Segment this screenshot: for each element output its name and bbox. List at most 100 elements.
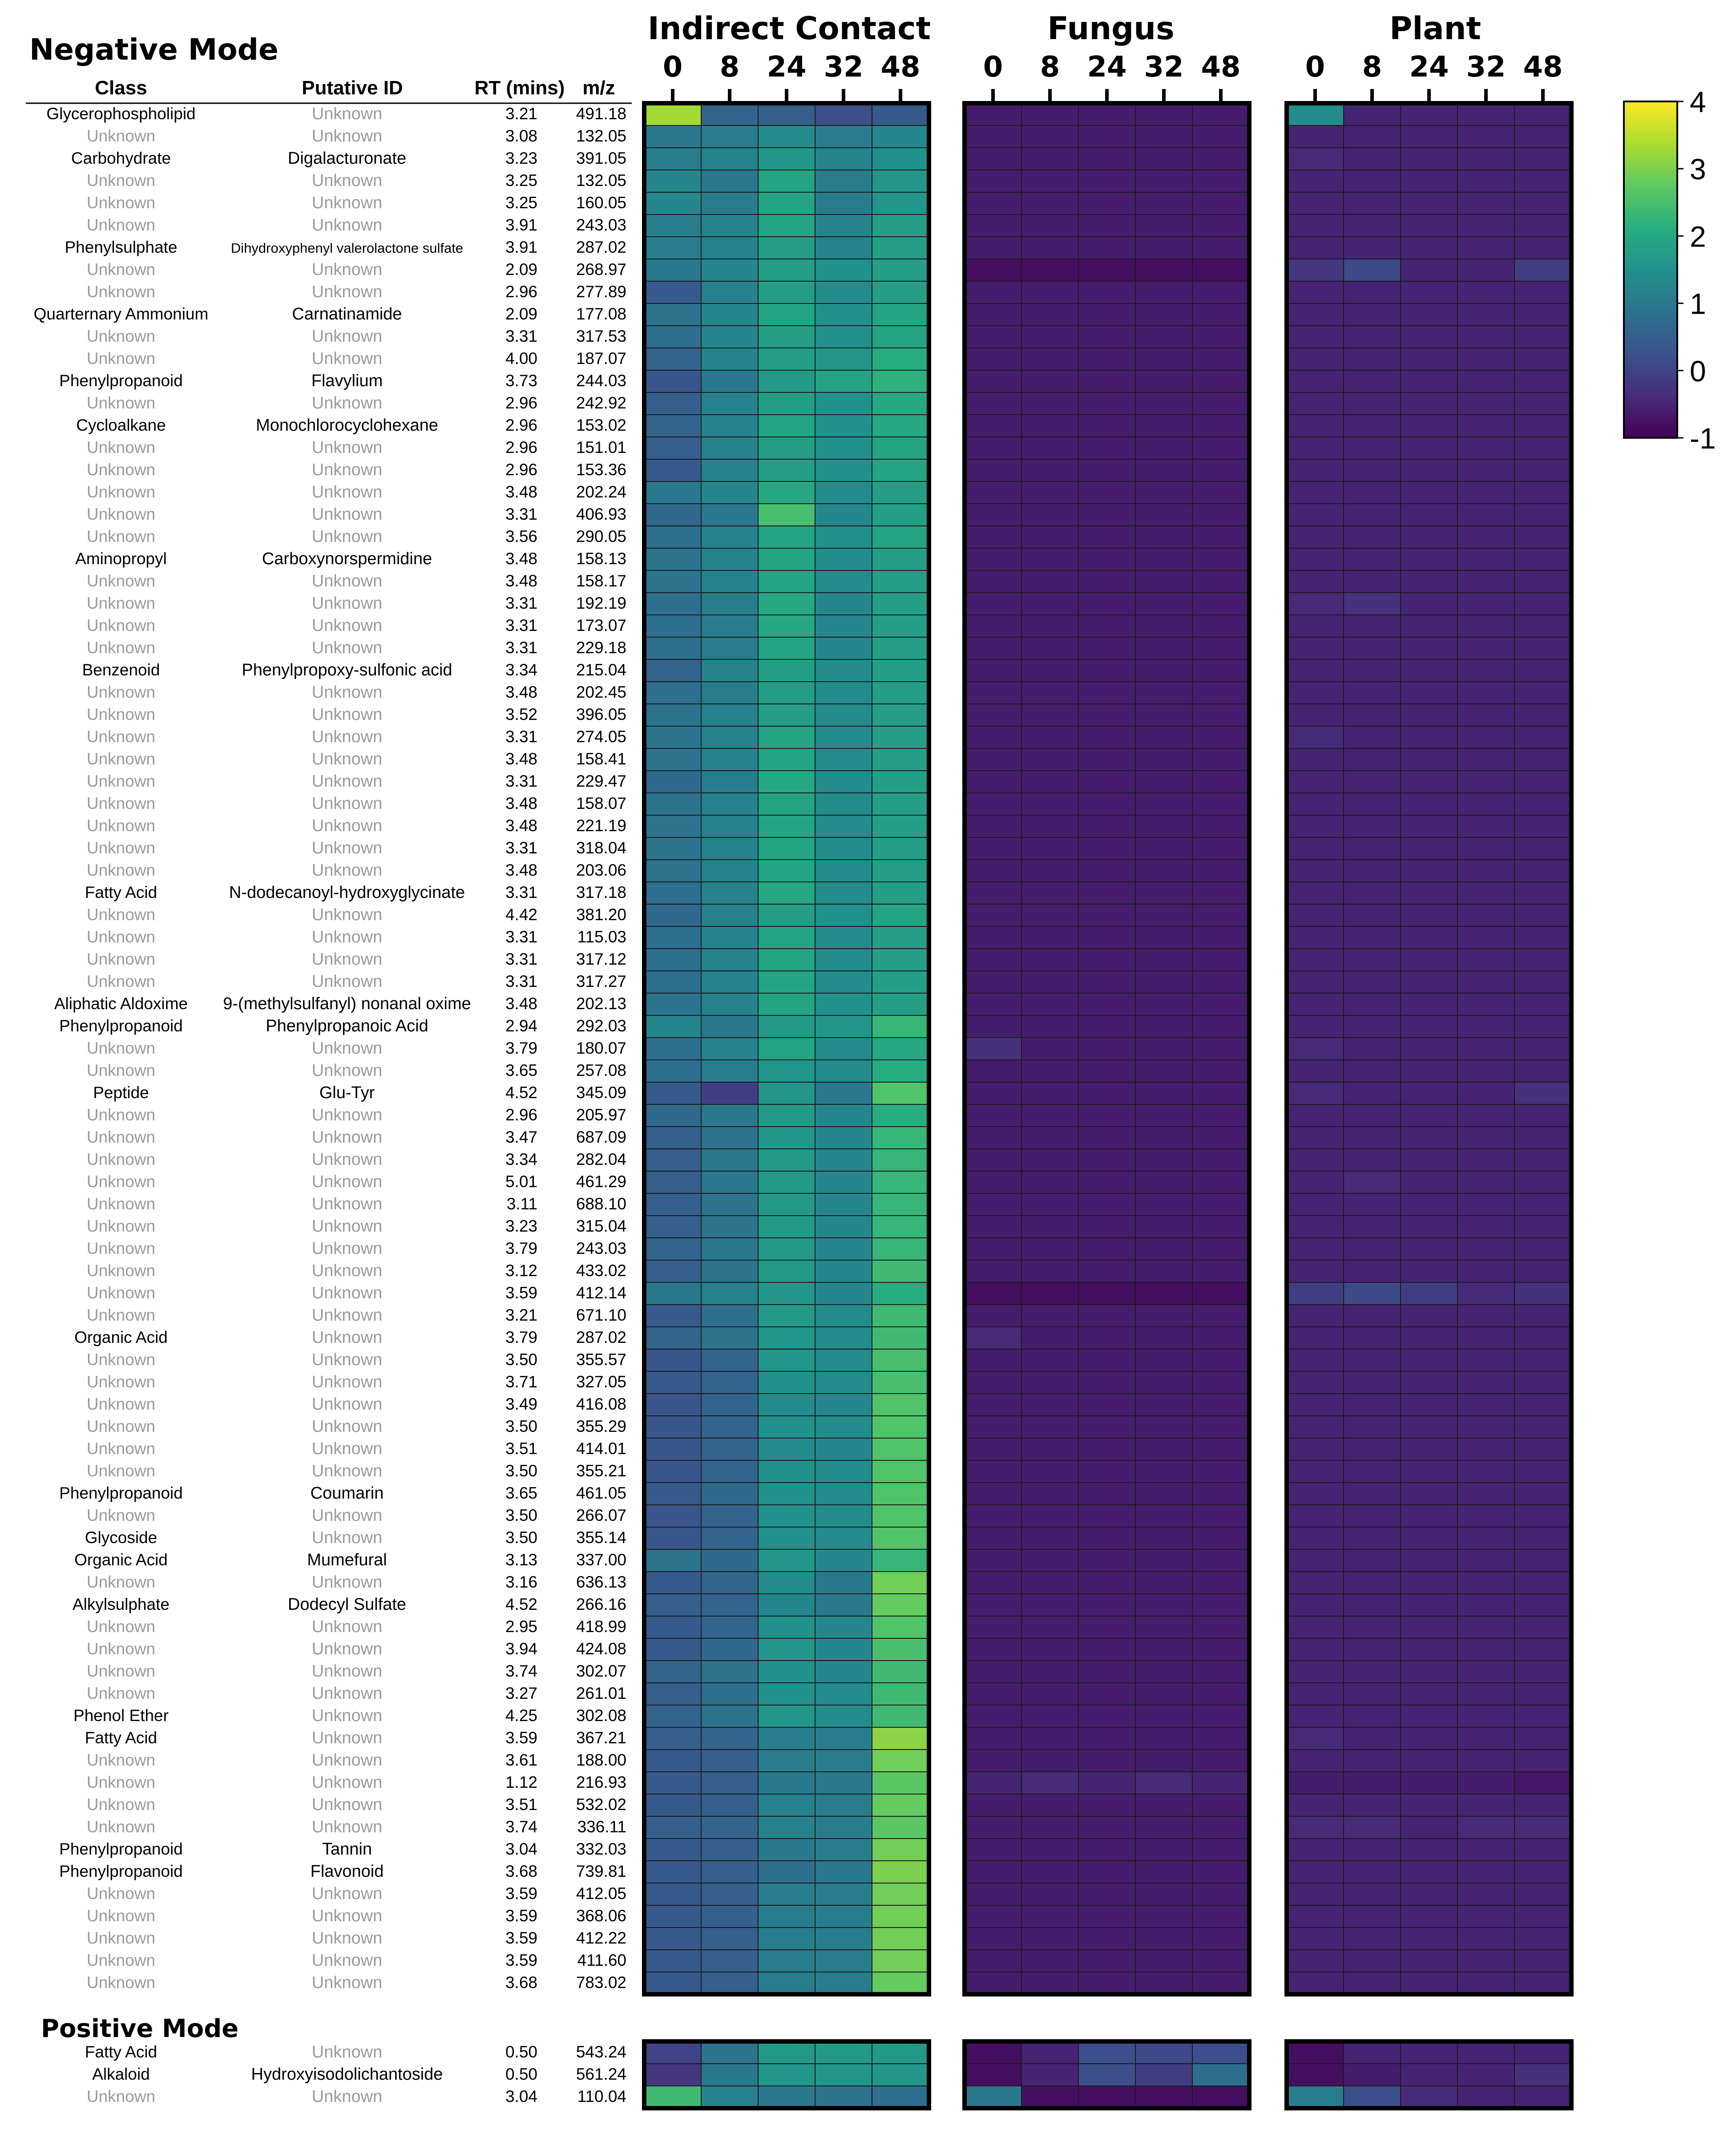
negative-cell-indirect-contact	[701, 370, 759, 393]
negative-cell-indirect-contact	[815, 637, 872, 660]
negative-row-class: Unknown	[87, 216, 155, 234]
negative-row-rt: 4.42	[505, 905, 537, 924]
negative-cell-fungus	[1078, 503, 1136, 526]
negative-cell-plant	[1286, 303, 1344, 326]
negative-cell-fungus	[1078, 1682, 1136, 1705]
negative-row-rt: 3.79	[505, 1239, 537, 1257]
negative-cell-plant	[1286, 525, 1344, 549]
negative-cell-indirect-contact	[872, 1326, 929, 1350]
negative-row-rt: 3.31	[505, 639, 537, 657]
negative-row-putative-id: Unknown	[312, 1306, 382, 1325]
negative-cell-indirect-contact	[872, 1037, 929, 1060]
negative-cell-indirect-contact	[758, 192, 816, 215]
negative-cell-fungus	[1135, 459, 1193, 482]
negative-cell-fungus	[964, 815, 1022, 838]
negative-cell-plant	[1286, 1883, 1344, 1906]
negative-cell-indirect-contact	[758, 1972, 816, 1995]
negative-cell-plant	[1457, 993, 1515, 1016]
negative-cell-plant	[1400, 1549, 1458, 1572]
negative-cell-plant	[1457, 170, 1515, 193]
positive-cell-plant	[1286, 2041, 1344, 2064]
negative-cell-plant	[1286, 1415, 1344, 1439]
negative-row-class: Unknown	[87, 750, 155, 768]
negative-cell-indirect-contact	[872, 214, 929, 237]
colorbar-segment	[1624, 286, 1677, 290]
negative-cell-fungus	[1135, 1949, 1193, 1972]
negative-cell-plant	[1457, 1705, 1515, 1728]
colorbar-segment	[1624, 281, 1677, 284]
negative-cell-fungus	[1021, 1415, 1079, 1439]
negative-cell-plant	[1457, 1660, 1515, 1683]
negative-cell-indirect-contact	[701, 837, 759, 860]
positive-cell-indirect-contact	[872, 2063, 929, 2086]
negative-cell-indirect-contact	[872, 325, 929, 348]
negative-row-rt: 2.96	[505, 416, 537, 434]
negative-row-class: Unknown	[87, 1284, 155, 1302]
negative-cell-indirect-contact	[701, 792, 759, 816]
negative-cell-plant	[1286, 570, 1344, 593]
negative-cell-plant	[1286, 1059, 1344, 1083]
negative-cell-indirect-contact	[644, 236, 702, 259]
negative-cell-fungus	[964, 1794, 1022, 1817]
colorbar-segment	[1624, 238, 1677, 242]
negative-cell-fungus	[1135, 1660, 1193, 1683]
negative-cell-indirect-contact	[701, 1571, 759, 1594]
negative-cell-indirect-contact	[644, 570, 702, 593]
negative-cell-plant	[1286, 1638, 1344, 1661]
positive-mode-title: Positive Mode	[41, 2014, 238, 2043]
negative-cell-fungus	[1021, 1193, 1079, 1216]
negative-row-rt: 3.65	[505, 1061, 537, 1079]
negative-cell-plant	[1400, 637, 1458, 660]
negative-cell-plant	[1343, 1527, 1401, 1550]
negative-cell-fungus	[1021, 926, 1079, 949]
negative-cell-fungus	[1021, 1037, 1079, 1060]
negative-cell-indirect-contact	[815, 904, 872, 927]
negative-cell-fungus	[1135, 1193, 1193, 1216]
positive-panel-frame-fungus	[962, 2039, 1252, 2110]
negative-row-mz: 337.00	[576, 1551, 626, 1569]
negative-cell-indirect-contact	[758, 1527, 816, 1550]
negative-cell-indirect-contact	[872, 1749, 929, 1772]
negative-cell-fungus	[1021, 1616, 1079, 1639]
negative-cell-indirect-contact	[644, 103, 702, 126]
negative-row-mz: 317.53	[576, 327, 626, 345]
negative-cell-plant	[1514, 1638, 1572, 1661]
colorbar-segment	[1624, 186, 1677, 189]
negative-cell-plant	[1514, 748, 1572, 771]
negative-cell-fungus	[1021, 1527, 1079, 1550]
colorbar-segment	[1624, 244, 1677, 248]
negative-cell-indirect-contact	[701, 770, 759, 793]
colorbar-segment	[1624, 435, 1677, 438]
negative-cell-plant	[1457, 392, 1515, 415]
negative-row-mz: 414.01	[576, 1439, 626, 1458]
positive-row-mz: 543.24	[576, 2043, 626, 2061]
negative-row-rt: 3.31	[505, 883, 537, 901]
colorbar-segment	[1624, 202, 1677, 206]
negative-row-putative-id: Unknown	[312, 105, 382, 123]
negative-row-mz: 412.22	[576, 1929, 626, 1947]
negative-row-rt: 3.48	[505, 994, 537, 1013]
negative-cell-fungus	[1078, 1304, 1136, 1327]
negative-cell-indirect-contact	[872, 1104, 929, 1127]
negative-cell-plant	[1514, 726, 1572, 749]
negative-row-class: Unknown	[87, 127, 155, 145]
negative-row-rt: 3.34	[505, 1150, 537, 1168]
positive-cell-fungus	[1021, 2063, 1079, 2086]
negative-cell-fungus	[1021, 236, 1079, 259]
negative-cell-plant	[1400, 1593, 1458, 1617]
negative-cell-plant	[1457, 1037, 1515, 1060]
negative-cell-indirect-contact	[644, 214, 702, 237]
negative-cell-fungus	[1135, 214, 1193, 237]
negative-cell-fungus	[964, 1571, 1022, 1594]
negative-cell-indirect-contact	[815, 1571, 872, 1594]
negative-cell-indirect-contact	[815, 592, 872, 615]
negative-cell-fungus	[1192, 281, 1250, 304]
negative-cell-indirect-contact	[815, 1393, 872, 1416]
negative-cell-fungus	[1192, 815, 1250, 838]
negative-cell-indirect-contact	[872, 659, 929, 682]
negative-cell-fungus	[1078, 681, 1136, 704]
negative-row-mz: 177.08	[576, 305, 626, 323]
negative-cell-fungus	[1135, 1638, 1193, 1661]
negative-row-putative-id: Carnatinamide	[292, 305, 402, 323]
colorbar-segment	[1624, 129, 1677, 133]
